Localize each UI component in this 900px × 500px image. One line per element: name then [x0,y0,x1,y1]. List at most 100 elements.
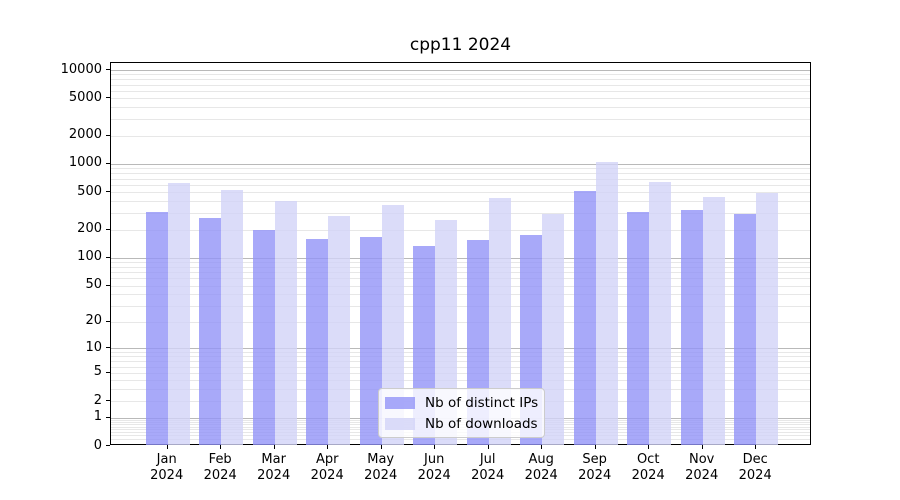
y-axis-tick [106,347,110,349]
y-tick-label: 2000 [68,127,102,143]
minor-gridline [111,192,810,194]
x-axis-tick [487,445,489,449]
x-tick-label: Sep 2024 [578,452,612,483]
y-axis-tick [106,445,110,446]
x-axis-tick [541,445,543,449]
y-tick-label: 1000 [68,155,102,171]
major-gridline [111,163,810,165]
minor-gridline [111,98,810,100]
y-axis-tick [106,416,110,418]
bar-downloads [167,183,190,445]
minor-gridline [111,201,810,203]
minor-gridline [111,305,810,307]
x-axis-tick [380,445,382,449]
legend-label-downloads: Nb of downloads [425,415,538,432]
major-gridline [111,348,810,350]
x-axis-tick [166,445,168,449]
x-tick-label: Jan 2024 [150,452,184,483]
x-axis-tick [220,445,222,449]
bar-downloads [381,205,404,445]
minor-gridline [111,178,810,180]
bar-distinct-ips [252,229,275,445]
y-axis-tick [106,134,110,136]
y-tick-label: 200 [77,221,102,236]
legend-swatch-distinct-ips [385,396,415,409]
minor-gridline [111,107,810,109]
minor-gridline [111,261,810,263]
y-axis-tick [106,191,110,193]
x-tick-label: Oct 2024 [631,452,665,483]
x-axis-tick [327,445,329,449]
y-tick-label: 100 [77,249,102,265]
bar-distinct-ips [734,214,757,445]
minor-gridline [111,74,810,76]
minor-gridline [111,294,810,296]
y-tick-label: 500 [77,183,102,199]
bar-distinct-ips [627,211,650,445]
x-axis-tick [648,445,650,449]
y-axis-tick [106,400,110,402]
minor-gridline [111,285,810,287]
legend-entry-distinct-ips: Nb of distinct IPs [385,395,544,411]
minor-gridline [111,372,810,374]
minor-gridline [111,213,810,214]
legend-swatch-downloads [385,417,415,430]
minor-gridline [111,361,810,363]
legend-entry-downloads: Nb of downloads [385,416,544,432]
bar-downloads [488,198,511,445]
y-tick-label: 10 [85,339,102,355]
y-axis-tick [106,162,110,164]
y-axis-tick [106,284,110,286]
minor-gridline [111,266,810,268]
minor-gridline [111,84,810,86]
bar-downloads [274,201,297,445]
x-axis-tick [594,445,596,449]
minor-gridline [111,352,810,353]
y-tick-label: 1 [93,409,102,425]
minor-gridline [111,272,810,273]
chart-title: cpp11 2024 [409,35,512,55]
bar-distinct-ips [306,239,329,445]
x-axis-tick [434,445,436,449]
y-axis-tick [106,228,110,230]
minor-gridline [111,321,810,323]
x-tick-label: Aug 2024 [524,452,558,483]
minor-gridline [111,380,810,382]
minor-gridline [111,229,810,231]
minor-gridline [111,119,810,121]
y-tick-label: 5000 [68,89,102,105]
minor-gridline [111,168,810,170]
major-gridline [111,70,810,71]
x-axis-tick [273,445,275,449]
x-tick-label: Jun 2024 [417,452,451,483]
y-axis-tick [106,69,110,70]
minor-gridline [111,438,810,440]
x-tick-label: Dec 2024 [738,452,772,483]
minor-gridline [111,366,810,368]
x-tick-label: May 2024 [364,452,398,483]
bar-downloads [595,161,618,445]
bar-downloads [702,196,725,445]
y-tick-label: 5 [93,364,102,380]
bar-distinct-ips [145,211,168,445]
x-tick-label: Mar 2024 [257,452,291,483]
bar-downloads [542,214,565,445]
legend-label-distinct-ips: Nb of distinct IPs [425,394,539,411]
major-gridline [111,257,810,259]
x-axis-tick [701,445,703,449]
minor-gridline [111,90,810,92]
legend: Nb of distinct IPs Nb of downloads [378,388,545,438]
plot-area [110,62,811,445]
y-tick-label: 10000 [60,61,102,77]
minor-gridline [111,173,810,174]
minor-gridline [111,278,810,280]
y-tick-label: 50 [85,277,102,292]
bar-distinct-ips [680,210,703,445]
bar-downloads [756,193,779,445]
y-axis-tick [106,97,110,99]
y-tick-label: 0 [93,437,102,453]
bar-distinct-ips [573,190,596,445]
bar-downloads [328,215,351,445]
y-axis-tick [106,320,110,322]
